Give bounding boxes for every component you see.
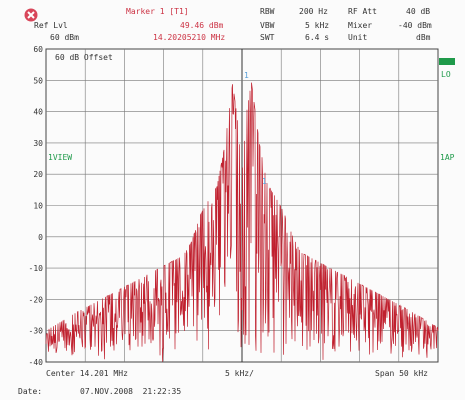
- y-tick-label: 10: [33, 202, 43, 211]
- center-frequency: Center 14.201 MHz: [46, 369, 128, 378]
- marker-label: Marker 1 [T1]: [126, 7, 189, 16]
- span-frequency: Span 50 kHz: [375, 369, 428, 378]
- y-tick-label: 20: [33, 170, 43, 179]
- swt-label: SWT: [260, 33, 275, 42]
- y-tick-label: -10: [29, 264, 44, 273]
- rbw-value: 200 Hz: [299, 7, 328, 16]
- date-value: 07.NOV.2008 21:22:35: [80, 387, 182, 396]
- mixer-value: -40 dBm: [398, 21, 432, 30]
- marker-level: 49.46 dBm: [180, 21, 224, 30]
- unit-value: dBm: [416, 33, 431, 42]
- y-tick-label: 60: [33, 45, 43, 54]
- swt-value: 6.4 s: [305, 33, 330, 42]
- marker-1-flag: 1: [244, 71, 249, 80]
- ref-level-value: 60 dBm: [50, 33, 79, 42]
- vbw-label: VBW: [260, 21, 275, 30]
- right-label-lo: LO: [441, 70, 451, 79]
- mixer-label: Mixer: [348, 21, 373, 30]
- date-label: Date:: [18, 387, 43, 396]
- view-label: 1VIEW: [48, 153, 73, 162]
- rbw-label: RBW: [260, 7, 275, 16]
- offset-label: 60 dB Offset: [55, 53, 113, 62]
- y-tick-label: -30: [29, 327, 44, 336]
- rf-att-value: 40 dB: [406, 7, 431, 16]
- marker-cross-icon: [24, 8, 38, 22]
- y-tick-label: 30: [33, 139, 43, 148]
- rf-att-label: RF Att: [348, 7, 377, 16]
- vbw-value: 5 kHz: [305, 21, 330, 30]
- y-tick-label: 0: [38, 233, 43, 242]
- y-tick-label: -40: [29, 358, 44, 367]
- frequency-per-division: 5 kHz/: [225, 369, 254, 378]
- ref-level-label: Ref Lvl: [34, 21, 68, 30]
- y-tick-label: 50: [33, 76, 43, 85]
- spectrum-trace: [45, 82, 439, 362]
- marker-frequency: 14.20205210 MHz: [153, 33, 226, 42]
- y-tick-label: 40: [33, 108, 43, 117]
- right-label-1ap: 1AP: [440, 153, 455, 162]
- status-indicator: [439, 58, 455, 65]
- unit-label: Unit: [348, 33, 368, 42]
- marker-2-flag: 1: [262, 177, 267, 186]
- y-axis-ticks: 60 50 40 30 20 10 0 -10 -20 -30 -40: [29, 45, 44, 367]
- y-tick-label: -20: [29, 295, 44, 304]
